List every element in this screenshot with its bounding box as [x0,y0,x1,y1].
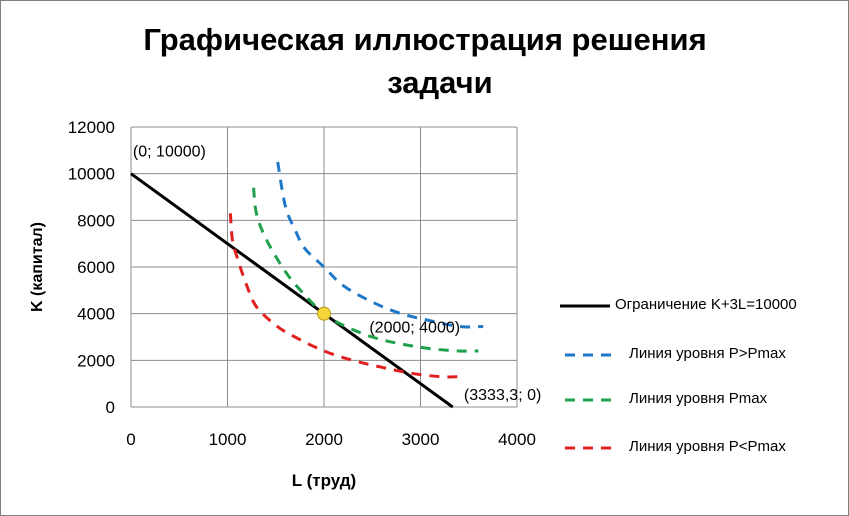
legend-swatch-p-less [565,446,615,450]
chart-title: Графическая иллюстрация решения задачи [95,18,755,104]
labels-group: 0 1000 2000 3000 4000 0 2000 4000 6000 8000 10000 1… [29,118,541,490]
y-axis-title: K (капитал) [29,222,46,312]
legend-label-pmax: Линия уровня Pmax [629,390,768,407]
point-annotation: (3333,3; 0) [464,387,541,404]
legend-label-p-less: Линия уровня P<Pmax [629,438,786,455]
point-annotation: (0; 10000) [133,143,206,160]
chart-title-line-1: Графическая иллюстрация решения [143,22,707,57]
point-annotation: (2000; 4000) [369,320,460,337]
optimum-point-marker [317,306,331,321]
legend-swatch-pmax [565,398,615,402]
x-axis-title: L (труд) [292,471,356,490]
series-line-3 [228,213,460,379]
x-tick-label: 1000 [209,430,247,449]
y-tick-label: 6000 [77,258,115,277]
series-group [130,161,484,409]
legend-swatch-constraint [560,304,610,308]
legend-item-p-greater: Линия уровня P>Pmax [563,343,848,367]
marks-group [317,306,331,321]
y-tick-label: 12000 [68,118,115,137]
series-line-0 [130,172,454,409]
legend-item-pmax: Линия уровня Pmax [563,388,848,412]
legend-label-p-greater: Линия уровня P>Pmax [629,345,786,362]
grid-lines [131,126,518,407]
x-tick-label: 2000 [305,430,343,449]
legend-item-p-less: Линия уровня P<Pmax [563,436,848,460]
y-tick-label: 8000 [77,211,115,230]
x-tick-label: 3000 [402,430,440,449]
y-tick-label: 10000 [68,165,115,184]
x-tick-label: 0 [126,430,135,449]
series-line-1 [276,161,484,329]
y-tick-label: 2000 [77,351,115,370]
y-tick-label: 4000 [77,305,115,324]
legend-swatch-p-greater [565,353,615,357]
x-tick-label: 4000 [498,430,536,449]
legend-item-constraint: Ограничение K+3L=10000 [560,294,845,318]
y-tick-label: 0 [106,398,115,417]
chart-title-line-2: задачи [387,65,493,100]
legend-label-constraint: Ограничение K+3L=10000 [615,296,797,313]
